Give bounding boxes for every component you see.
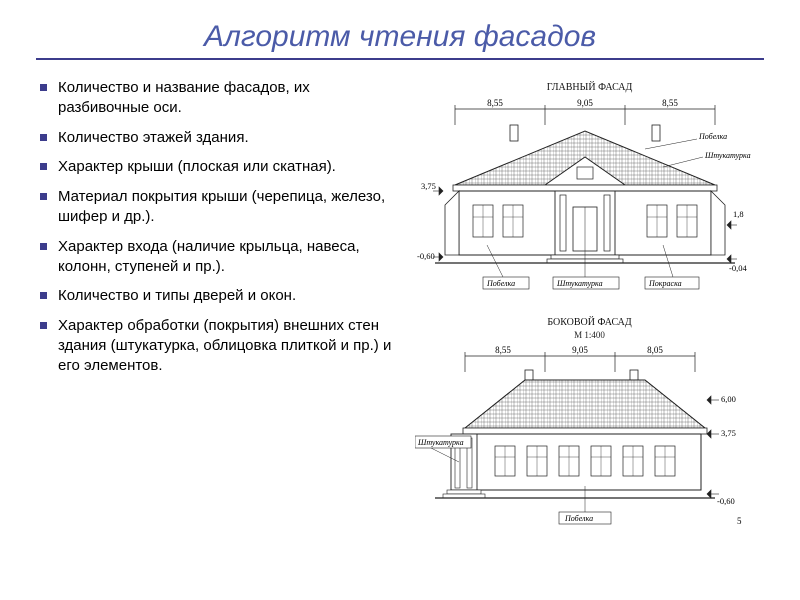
dim-label: 8,55 <box>495 345 511 355</box>
main-facade-drawing: 8,55 9,05 8,55 <box>415 95 755 295</box>
dim-label: 8,05 <box>647 345 663 355</box>
side-facade-drawing: 8,55 9,05 8,05 <box>415 342 755 532</box>
list-item: Характер обработки (покрытия) внешних ст… <box>36 316 401 375</box>
dim-label: 8,55 <box>487 98 503 108</box>
dim-label: 1,8 <box>733 209 744 219</box>
dim-label: 9,05 <box>577 98 593 108</box>
list-item: Количество этажей здания. <box>36 128 401 148</box>
title-rule <box>36 58 764 60</box>
list-item: Количество и типы дверей и окон. <box>36 286 401 306</box>
callout-label: Штукатурка <box>417 438 464 447</box>
callout-label: Побелка <box>486 279 515 288</box>
content-row: Количество и название фасадов, их разбив… <box>36 78 764 532</box>
dim-label: 3,75 <box>721 428 736 438</box>
side-facade-scale: М 1:400 <box>415 330 764 340</box>
page-title: Алгоритм чтения фасадов <box>36 20 764 54</box>
side-facade: БОКОВОЙ ФАСАД М 1:400 <box>415 317 764 532</box>
main-facade: ГЛАВНЫЙ ФАСАД <box>415 82 764 295</box>
callout-label: Побелка <box>564 514 593 523</box>
callout-label: Покраска <box>648 279 682 288</box>
list-item: Материал покрытия крыши (черепица, желез… <box>36 187 401 227</box>
dim-label: -0,60 <box>717 496 735 506</box>
page-mark: 5 <box>737 516 742 526</box>
dim-label: 9,05 <box>572 345 588 355</box>
list-item: Количество и название фасадов, их разбив… <box>36 78 401 118</box>
side-facade-title: БОКОВОЙ ФАСАД <box>415 317 764 328</box>
dim-label: -0,04 <box>729 263 747 273</box>
slide: Алгоритм чтения фасадов Количество и наз… <box>0 0 800 600</box>
callout-label: Штукатурка <box>704 151 751 160</box>
main-facade-title: ГЛАВНЫЙ ФАСАД <box>415 82 764 93</box>
dim-label: 6,00 <box>721 394 736 404</box>
bullet-list: Количество и название фасадов, их разбив… <box>36 78 401 376</box>
drawing-column: ГЛАВНЫЙ ФАСАД <box>415 78 764 532</box>
list-item: Характер входа (наличие крыльца, навеса,… <box>36 237 401 277</box>
dim-label: 8,55 <box>662 98 678 108</box>
list-item: Характер крыши (плоская или скатная). <box>36 157 401 177</box>
callout-label: Побелка <box>698 132 727 141</box>
callout-label: Штукатурка <box>556 279 603 288</box>
dim-label: -0,60 <box>417 251 435 261</box>
bullet-column: Количество и название фасадов, их разбив… <box>36 78 401 532</box>
dim-label: 3,75 <box>421 181 436 191</box>
